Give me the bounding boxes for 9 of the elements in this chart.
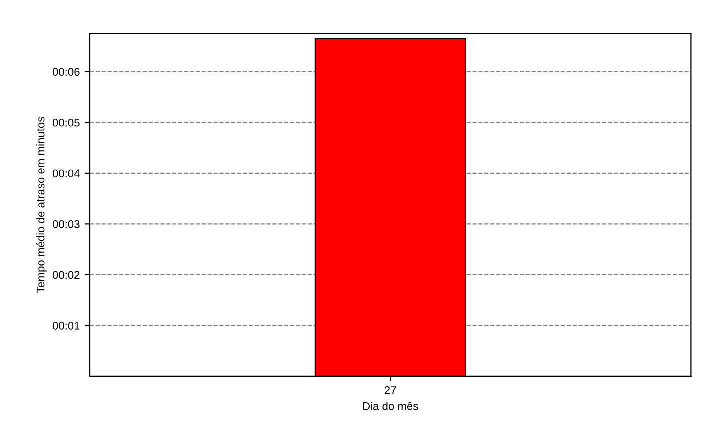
y-tick-label: 00:01 <box>52 322 80 330</box>
y-tick-label: 00:06 <box>52 68 80 76</box>
y-tick-label: 00:02 <box>52 271 80 280</box>
y-tick-label: 00:03 <box>52 220 80 228</box>
x-tick-label: 27 <box>384 386 396 394</box>
y-tick-label: 00:05 <box>52 118 80 127</box>
y-tick-label: 00:04 <box>52 170 80 178</box>
x-axis-title: Dia do mês <box>363 402 418 410</box>
y-axis-title: Tempo médio de atraso em minutos <box>36 117 47 294</box>
